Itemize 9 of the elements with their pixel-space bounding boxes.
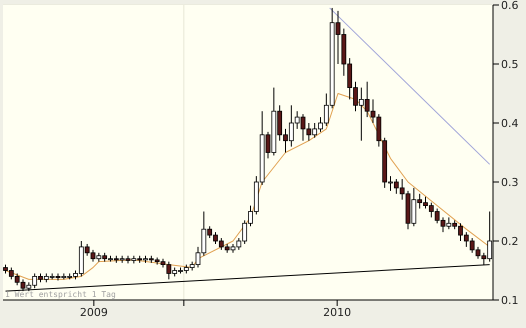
x-tick-label: 2010: [323, 306, 352, 319]
x-tick-label: 2009: [80, 306, 108, 319]
y-tick-label: 0.5: [501, 58, 518, 71]
y-tick-label: 0.6: [501, 0, 518, 12]
y-tick-label: 0.3: [501, 176, 518, 189]
annotation: 1 Wert entspricht 1 Tag: [5, 290, 116, 299]
y-tick-label: 0.1: [501, 294, 518, 307]
y-tick-label: 0.4: [501, 116, 518, 130]
y-tick-label: 0.2: [501, 234, 518, 248]
